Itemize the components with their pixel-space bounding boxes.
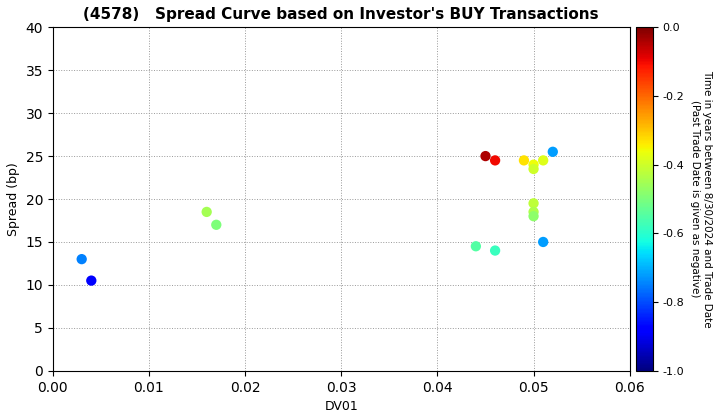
Point <box>528 213 539 220</box>
Point <box>201 209 212 215</box>
Point <box>76 256 87 262</box>
Point <box>528 165 539 172</box>
Y-axis label: Time in years between 8/30/2024 and Trade Date
(Past Trade Date is given as nega: Time in years between 8/30/2024 and Trad… <box>690 70 711 328</box>
Point <box>528 161 539 168</box>
Point <box>528 209 539 215</box>
Point <box>490 247 501 254</box>
Point <box>490 157 501 164</box>
Point <box>210 221 222 228</box>
Title: (4578)   Spread Curve based on Investor's BUY Transactions: (4578) Spread Curve based on Investor's … <box>84 7 599 22</box>
Point <box>547 148 559 155</box>
Point <box>470 243 482 249</box>
Y-axis label: Spread (bp): Spread (bp) <box>7 162 20 236</box>
Point <box>528 200 539 207</box>
X-axis label: DV01: DV01 <box>325 400 358 413</box>
Point <box>537 239 549 245</box>
Point <box>518 157 530 164</box>
Point <box>86 277 97 284</box>
Point <box>480 153 491 160</box>
Point <box>537 157 549 164</box>
